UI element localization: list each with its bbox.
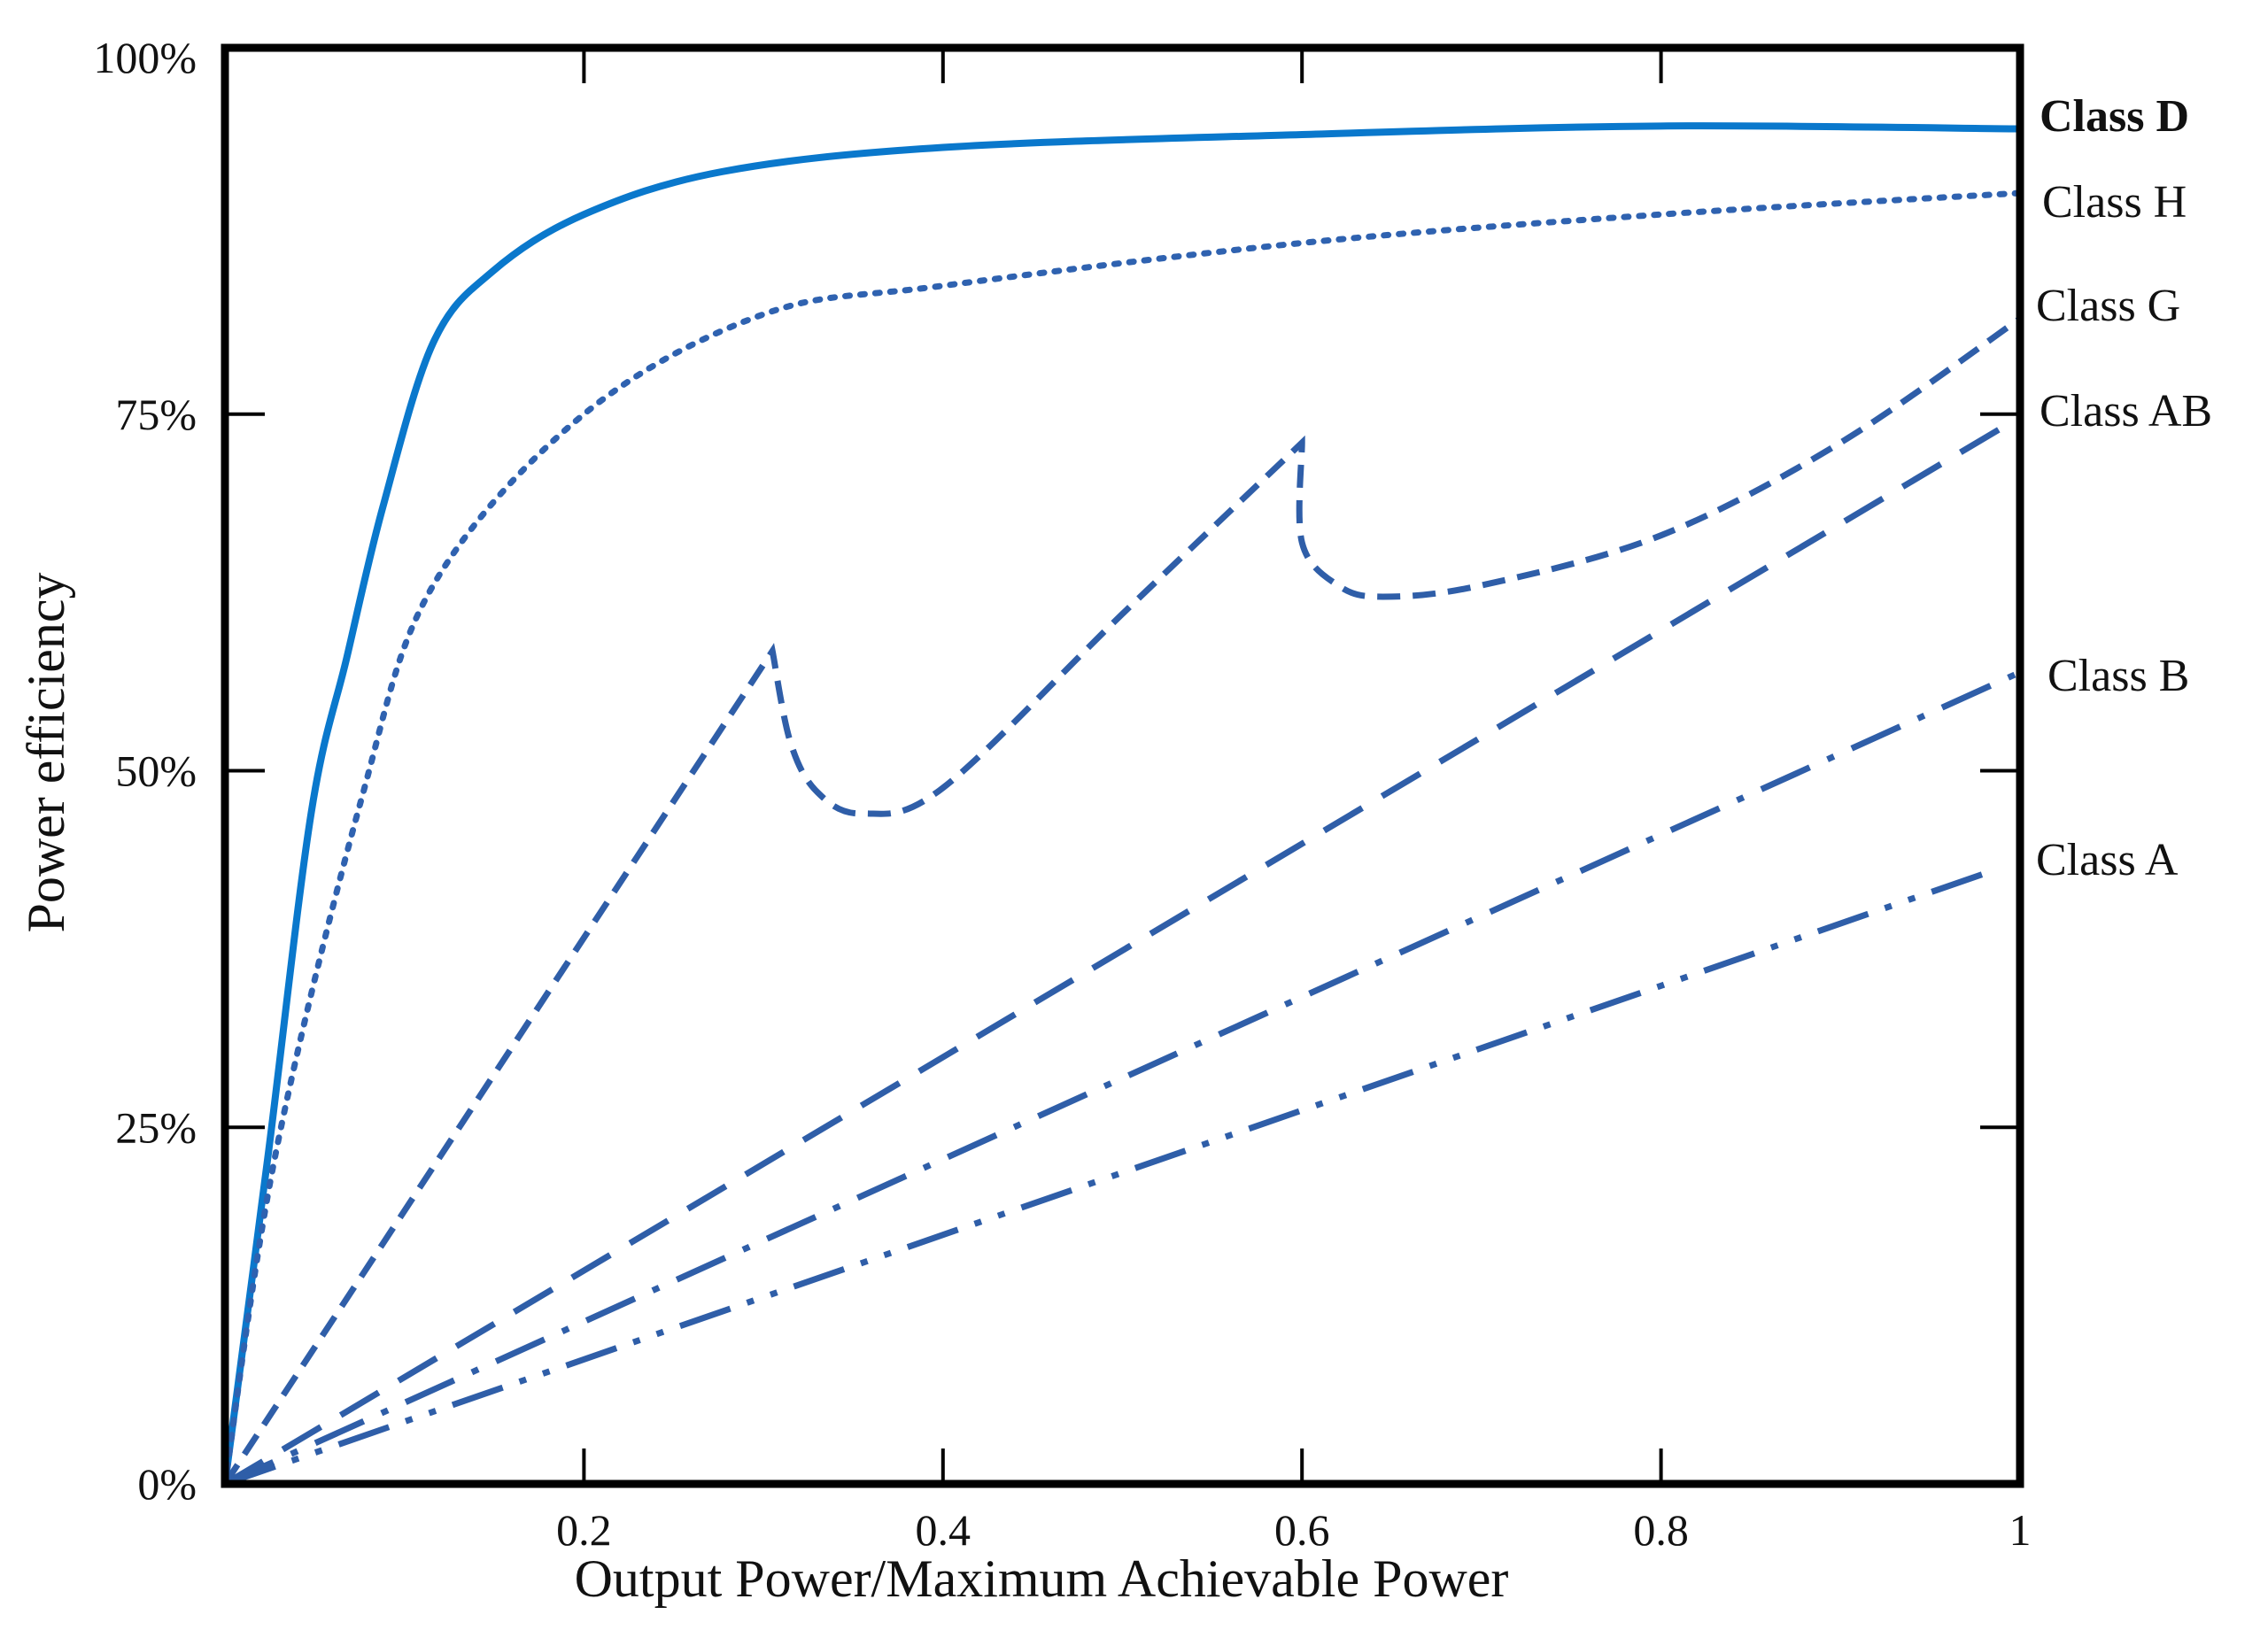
y-tick-label: 0% xyxy=(137,1459,197,1509)
y-tick-label: 100% xyxy=(93,33,197,82)
series-line-class-d xyxy=(221,122,2021,1485)
series-line-class-h xyxy=(221,189,2024,1487)
plot-frame xyxy=(221,43,2024,1488)
x-tick-label: 0.4 xyxy=(916,1505,971,1555)
x-tick-label: 0.8 xyxy=(1633,1505,1689,1555)
series-layer xyxy=(221,122,2024,1487)
y-tick-label: 50% xyxy=(115,746,197,796)
series-label: Class G xyxy=(2036,281,2180,331)
ticks-layer: 0.2 0.4 0.6 0.8 1 0% 25% 50% 75% 100% xyxy=(93,33,2031,1555)
series-label: Class A xyxy=(2036,835,2179,885)
y-axis-title: Power efficiency xyxy=(17,572,75,932)
x-tick-label: 1 xyxy=(2009,1505,2032,1555)
series-line-class-g xyxy=(222,315,2022,1486)
series-label: Class D xyxy=(2040,91,2189,142)
series-line-class-a xyxy=(223,867,1994,1487)
x-tick-label: 0.6 xyxy=(1274,1505,1330,1555)
x-tick-label: 0.2 xyxy=(556,1505,612,1555)
y-tick-label: 75% xyxy=(115,390,197,439)
y-tick-label: 25% xyxy=(115,1102,197,1152)
series-labels: Class D Class H Class G Class AB Class B Clas… xyxy=(2036,91,2212,885)
series-label: Class B xyxy=(2047,651,2189,701)
series-label: Class AB xyxy=(2040,386,2212,436)
series-line-class-b xyxy=(223,669,2022,1487)
series-line-class-ab xyxy=(223,413,2022,1487)
series-label: Class H xyxy=(2042,177,2187,228)
x-axis-title: Output Power/Maximum Achievable Power xyxy=(575,1549,1509,1608)
